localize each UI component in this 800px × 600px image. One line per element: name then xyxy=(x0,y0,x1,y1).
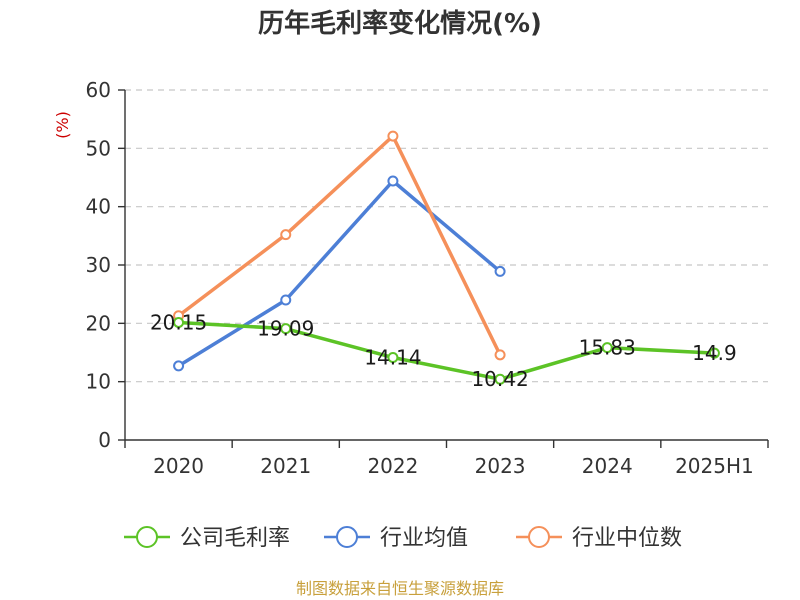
series-points xyxy=(173,130,720,385)
x-tick-label: 2020 xyxy=(153,454,204,478)
y-tick-label: 0 xyxy=(98,428,111,452)
data-label: 20.15 xyxy=(150,310,207,334)
x-tick-label: 2024 xyxy=(582,454,633,478)
legend-marker xyxy=(528,526,550,548)
data-point xyxy=(280,323,292,335)
data-point xyxy=(387,175,399,187)
chart-title: 历年毛利率变化情况(%) xyxy=(258,8,542,39)
data-point xyxy=(280,294,292,306)
data-point xyxy=(280,229,292,241)
legend-label: 行业均值 xyxy=(380,526,468,551)
y-tick-label: 30 xyxy=(86,253,111,277)
legend-marker xyxy=(136,526,158,548)
data-point xyxy=(494,265,506,277)
legend-marker xyxy=(336,526,358,548)
series-line-0 xyxy=(176,320,717,381)
series-line-2 xyxy=(176,134,502,357)
y-tick-label: 60 xyxy=(86,78,111,102)
x-tick-label: 2023 xyxy=(475,454,526,478)
legend: 公司毛利率 行业均值 行业中位数 xyxy=(124,526,682,551)
data-label: 15.83 xyxy=(579,336,636,360)
series-line-1 xyxy=(176,179,502,368)
y-axis-label: (%) xyxy=(53,111,72,139)
data-point xyxy=(708,347,720,359)
x-tick-label: 2022 xyxy=(367,454,418,478)
data-labels: 20.15 19.09 14.14 10.42 15.83 14.9 xyxy=(150,310,737,391)
axes: 0 10 20 30 40 50 60 2020 2021 2022 2023 2024 2025H1 xyxy=(86,78,769,478)
series-lines xyxy=(176,134,717,381)
y-tick-label: 20 xyxy=(86,311,111,335)
y-tick-label: 50 xyxy=(86,136,111,160)
legend-label: 行业中位数 xyxy=(572,526,682,551)
data-point xyxy=(173,316,185,328)
grid-lines xyxy=(125,89,768,383)
y-tick-label: 40 xyxy=(86,195,111,219)
data-label: 19.09 xyxy=(257,317,314,341)
data-label: 10.42 xyxy=(471,367,528,391)
data-point xyxy=(601,342,613,354)
y-tick-label: 10 xyxy=(86,370,111,394)
data-label: 14.14 xyxy=(364,346,421,370)
x-tick-label: 2025H1 xyxy=(675,454,754,478)
legend-label: 公司毛利率 xyxy=(180,526,290,551)
data-point xyxy=(494,349,506,361)
data-point xyxy=(173,360,185,372)
data-point xyxy=(387,130,399,142)
x-tick-label: 2021 xyxy=(260,454,311,478)
data-point xyxy=(494,373,506,385)
data-label: 14.9 xyxy=(692,341,737,365)
source-note: 制图数据来自恒生聚源数据库 xyxy=(296,579,504,598)
data-point xyxy=(387,352,399,364)
